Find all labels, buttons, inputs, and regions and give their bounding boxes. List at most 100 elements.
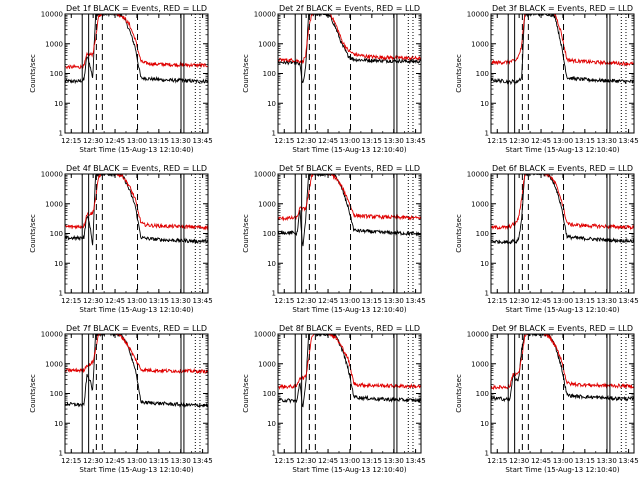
x-tick-label: 13:15 (575, 457, 595, 465)
y-tick-label: 100 (476, 70, 489, 78)
x-tick-label: 13:45 (619, 457, 639, 465)
x-tick-label: 13:30 (171, 137, 191, 145)
y-tick-label: 100 (263, 70, 276, 78)
plot-area (65, 14, 208, 85)
x-tick-label: 13:45 (193, 457, 213, 465)
x-tick-label: 13:15 (362, 457, 382, 465)
series-events-line (278, 14, 421, 84)
y-tick-label: 10 (267, 100, 276, 108)
y-axis-label: Counts/sec (242, 54, 250, 93)
x-tick-label: 13:15 (575, 297, 595, 305)
x-tick-label: 13:30 (597, 137, 617, 145)
plot-area (491, 14, 634, 86)
x-tick-label: 13:00 (340, 297, 360, 305)
y-axis-label: Counts/sec (29, 214, 37, 253)
axis-frame (490, 13, 635, 134)
x-tick-label: 13:45 (406, 137, 426, 145)
x-axis-label: Start Time (15-Aug-13 12:10:40) (79, 306, 193, 314)
y-tick-label: 1 (272, 450, 276, 458)
y-tick-label: 1000 (45, 360, 63, 368)
chart-panel-3: Det 3f BLACK = Events, RED = LLD 1 10 100 10… (455, 4, 639, 154)
x-tick-label: 12:45 (318, 297, 338, 305)
x-tick-label: 12:45 (531, 457, 551, 465)
y-tick-label: 100 (50, 230, 63, 238)
plot-area (65, 174, 208, 246)
y-tick-label: 100 (476, 230, 489, 238)
chart-title: Det 2f BLACK = Events, RED = LLD (279, 4, 420, 13)
series-events-line (65, 14, 208, 85)
x-tick-label: 13:30 (384, 297, 404, 305)
y-tick-label: 1000 (471, 360, 489, 368)
x-tick-label: 12:45 (531, 137, 551, 145)
x-tick-label: 12:15 (487, 137, 507, 145)
y-tick-label: 10000 (467, 171, 489, 179)
x-tick-label: 13:00 (553, 457, 573, 465)
x-tick-label: 12:30 (296, 137, 316, 145)
x-tick-label: 13:45 (406, 457, 426, 465)
y-tick-label: 10000 (467, 331, 489, 339)
series-events-line (65, 174, 208, 246)
x-tick-label: 12:15 (274, 457, 294, 465)
axis-frame (490, 333, 635, 454)
chart-title: Det 1f BLACK = Events, RED = LLD (66, 4, 207, 13)
chart-title: Det 5f BLACK = Events, RED = LLD (279, 164, 420, 173)
plot-area (491, 334, 634, 403)
series-events-line (491, 174, 634, 245)
y-tick-label: 10000 (41, 11, 63, 19)
y-axis-label: Counts/sec (242, 374, 250, 413)
y-axis-label: Counts/sec (29, 54, 37, 93)
y-tick-label: 10 (480, 100, 489, 108)
y-tick-label: 100 (263, 230, 276, 238)
x-axis-label: Start Time (15-Aug-13 12:10:40) (79, 466, 193, 474)
y-tick-label: 10000 (254, 171, 276, 179)
x-tick-label: 13:45 (619, 297, 639, 305)
x-tick-label: 13:15 (362, 297, 382, 305)
y-tick-label: 100 (50, 390, 63, 398)
x-tick-label: 12:45 (318, 457, 338, 465)
x-tick-label: 13:30 (384, 457, 404, 465)
series-lld-line (65, 334, 208, 374)
x-tick-label: 13:30 (171, 297, 191, 305)
chart-title: Det 8f BLACK = Events, RED = LLD (279, 324, 420, 333)
y-tick-label: 100 (476, 390, 489, 398)
y-tick-label: 10 (480, 420, 489, 428)
x-tick-label: 13:30 (597, 297, 617, 305)
x-tick-label: 12:30 (509, 457, 529, 465)
chart-panel-4: Det 4f BLACK = Events, RED = LLD 1 10 100 10… (29, 164, 213, 314)
plot-area (278, 334, 421, 408)
x-tick-label: 13:00 (340, 457, 360, 465)
chart-panel-6: Det 6f BLACK = Events, RED = LLD 1 10 100 10… (455, 164, 639, 314)
y-tick-label: 1 (485, 130, 489, 138)
axis-frame (64, 173, 209, 294)
chart-panel-1: Det 1f BLACK = Events, RED = LLD 1 10 100 10… (29, 4, 213, 154)
x-axis-label: Start Time (15-Aug-13 12:10:40) (505, 146, 619, 154)
y-tick-label: 10000 (41, 171, 63, 179)
axis-frame (64, 333, 209, 454)
x-tick-label: 13:15 (149, 137, 169, 145)
chart-panel-5: Det 5f BLACK = Events, RED = LLD 1 10 100 10… (242, 164, 426, 314)
chart-title: Det 6f BLACK = Events, RED = LLD (492, 164, 633, 173)
axis-frame (277, 173, 422, 294)
x-tick-label: 12:15 (487, 297, 507, 305)
x-tick-label: 13:15 (575, 137, 595, 145)
x-tick-label: 12:45 (531, 297, 551, 305)
chart-panel-9: Det 9f BLACK = Events, RED = LLD 1 10 100 10… (455, 324, 639, 474)
chart-title: Det 4f BLACK = Events, RED = LLD (66, 164, 207, 173)
y-tick-label: 1000 (471, 40, 489, 48)
x-axis-label: Start Time (15-Aug-13 12:10:40) (79, 146, 193, 154)
x-tick-label: 13:30 (384, 137, 404, 145)
series-events-line (491, 14, 634, 86)
y-tick-label: 1000 (45, 200, 63, 208)
x-tick-label: 12:30 (83, 137, 103, 145)
y-tick-label: 1000 (258, 360, 276, 368)
y-axis-label: Counts/sec (242, 214, 250, 253)
x-tick-label: 13:00 (553, 297, 573, 305)
chart-title: Det 7f BLACK = Events, RED = LLD (66, 324, 207, 333)
y-tick-label: 10 (480, 260, 489, 268)
y-tick-label: 10 (267, 260, 276, 268)
x-tick-label: 12:15 (61, 137, 81, 145)
x-tick-label: 12:30 (83, 457, 103, 465)
series-lld-line (491, 174, 634, 231)
x-tick-label: 13:45 (193, 137, 213, 145)
